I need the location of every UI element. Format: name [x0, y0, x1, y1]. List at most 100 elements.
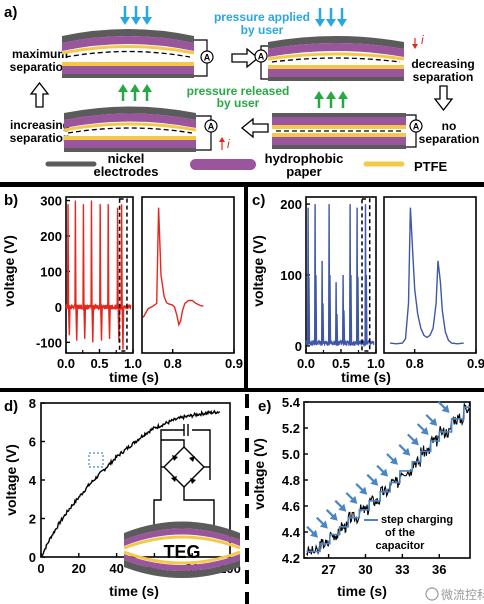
trace-peak: [320, 260, 325, 344]
xtick-label: 0.0: [57, 356, 75, 371]
panel-e-xlabel: time (s): [337, 583, 387, 599]
ytick-label: 200: [40, 229, 62, 244]
ytick-label: 4.8: [282, 473, 300, 488]
ytick-label: 0: [55, 300, 62, 315]
ytick-label: 8: [29, 396, 36, 411]
ytick-label: 5.0: [282, 447, 300, 462]
xtick-label: 36: [432, 562, 446, 577]
up-arrows-green-2: [314, 91, 348, 108]
panel-b-xlabel: time (s): [109, 369, 159, 385]
ytick-label: 5.2: [282, 421, 300, 436]
step-arrow-head: [380, 468, 389, 477]
xtick-label: 27: [321, 562, 335, 577]
panel-c-xlabel: time (s): [341, 369, 391, 385]
zoom-selection-box: [118, 198, 128, 352]
watermark-text: 微流控科: [441, 588, 484, 602]
device-4: A i: [63, 106, 230, 152]
label-no-separation: separation: [419, 132, 480, 146]
panel-c: c) 200 100 0 0.0 0.5 1.0 0.8 0.9 voltage (V) ti…: [250, 192, 484, 385]
flow-arrow-right: [231, 47, 260, 69]
down-arrows-blue-2: [315, 8, 347, 27]
panel-a-label: a): [4, 4, 17, 21]
panel-b: b) 300 200 100 0 -100 0.0 0.5 1.0 0.8 0.9 voltage…: [1, 192, 243, 385]
trace-peak: [355, 207, 360, 344]
xtick-label: 1.0: [124, 356, 142, 371]
ammeter-4: A: [208, 122, 215, 132]
label-decreasing: decreasing: [411, 57, 474, 71]
step-arrow-head: [429, 417, 438, 426]
ammeter-2-ring: [254, 49, 268, 63]
panel-c-plot: 200 100 0 0.0 0.5 1.0 0.8 0.9: [280, 196, 484, 371]
ytick-label: 300: [40, 194, 62, 209]
trace-peak: [364, 204, 368, 344]
circuit-2-left-wires-2: [260, 62, 268, 80]
trace-peak: [348, 204, 353, 344]
panel-d-xlabel: time (s): [109, 583, 159, 599]
panel-b-plot: 300 200 100 0 -100 0.0 0.5 1.0 0.8 0.9: [36, 194, 243, 371]
step-arrow-head: [309, 529, 318, 538]
panel-d-ylabel: voltage (V): [3, 444, 19, 516]
panel-e-label: e): [258, 398, 271, 415]
legend-ptfe: PTFE: [414, 159, 448, 174]
legend-nickel-2: electrodes: [93, 164, 158, 179]
zoom-selection-box: [361, 198, 371, 352]
trace-peak: [327, 204, 332, 344]
flow-arrow-up: [29, 81, 50, 108]
pressure-released-line1: pressure released: [187, 84, 290, 98]
panel-d-plot: 86420020406080100: [29, 396, 241, 576]
xtick-label: 33: [395, 562, 409, 577]
ammeter-2: A: [258, 52, 265, 62]
up-arrows-green-1: [118, 84, 152, 101]
panel-a-legend: nickel electrodes hydrophobic paper PTFE: [45, 151, 448, 179]
xtick-label: 0.0: [297, 356, 315, 371]
teg-device: TEG: [123, 521, 241, 578]
trace-peak: [313, 204, 318, 344]
panel-c-label: c): [252, 192, 265, 209]
step-arrow-head: [329, 512, 338, 521]
ytick-label: 4.4: [282, 525, 301, 540]
zoom-xtick-label: 0.8: [406, 356, 424, 371]
label-no: no: [442, 119, 457, 133]
device-1: A: [61, 29, 214, 78]
panel-e: e) 5.4 5.2 5.0 4.8 4.6 4.4 4.2 27 30 33 36 voltage…: [251, 395, 471, 599]
label-increasing: increasing: [10, 118, 70, 132]
step-arrow-head: [370, 477, 379, 486]
trace-peak: [116, 207, 121, 343]
xtick-label: 1.0: [367, 356, 385, 371]
step-arrow-head: [420, 427, 429, 435]
panel-e-legend-2: of the: [385, 527, 415, 539]
legend-nickel-1: nickel: [108, 151, 145, 166]
current-symbol-2: i: [227, 137, 230, 151]
ytick-label: 200: [280, 197, 302, 212]
step-arrow-head: [338, 503, 347, 512]
xtick-label: 0: [37, 561, 44, 576]
xtick-label: 20: [72, 561, 86, 576]
zoom-trace: [142, 207, 204, 327]
panel-c-ylabel: voltage (V): [250, 235, 266, 307]
step-arrow-head: [410, 437, 419, 446]
circuit-2-left-wires: [260, 45, 268, 50]
zoom-xtick-label: 0.8: [164, 356, 182, 371]
separator-cd: [0, 388, 484, 392]
label-dec-separation: separation: [413, 70, 474, 84]
panel-e-legend-1: step charging: [381, 514, 453, 526]
xtick-label: 40: [109, 561, 123, 576]
xtick-label: 0.5: [90, 356, 108, 371]
trace-peak: [120, 204, 125, 350]
flow-arrow-down: [433, 85, 454, 112]
label-inc-separation: separation: [10, 131, 71, 145]
ytick-label: 6: [29, 435, 36, 450]
step-arrow-head: [319, 520, 328, 529]
panel-e-legend-3: capacitor: [376, 540, 426, 552]
current-symbol-1: i: [421, 33, 424, 47]
ytick-label: 4.2: [282, 551, 300, 566]
charging-curve: [40, 409, 221, 558]
panel-e-plot: 5.4 5.2 5.0 4.8 4.6 4.4 4.2 27 30 33 36: [282, 395, 471, 577]
separator-bc: [244, 187, 248, 390]
pressure-released-line2: by user: [217, 96, 260, 110]
current-arrow-1-head: [412, 44, 418, 49]
trace-peak: [306, 207, 311, 344]
device-3: A: [272, 113, 423, 149]
trace-peak: [74, 200, 79, 341]
